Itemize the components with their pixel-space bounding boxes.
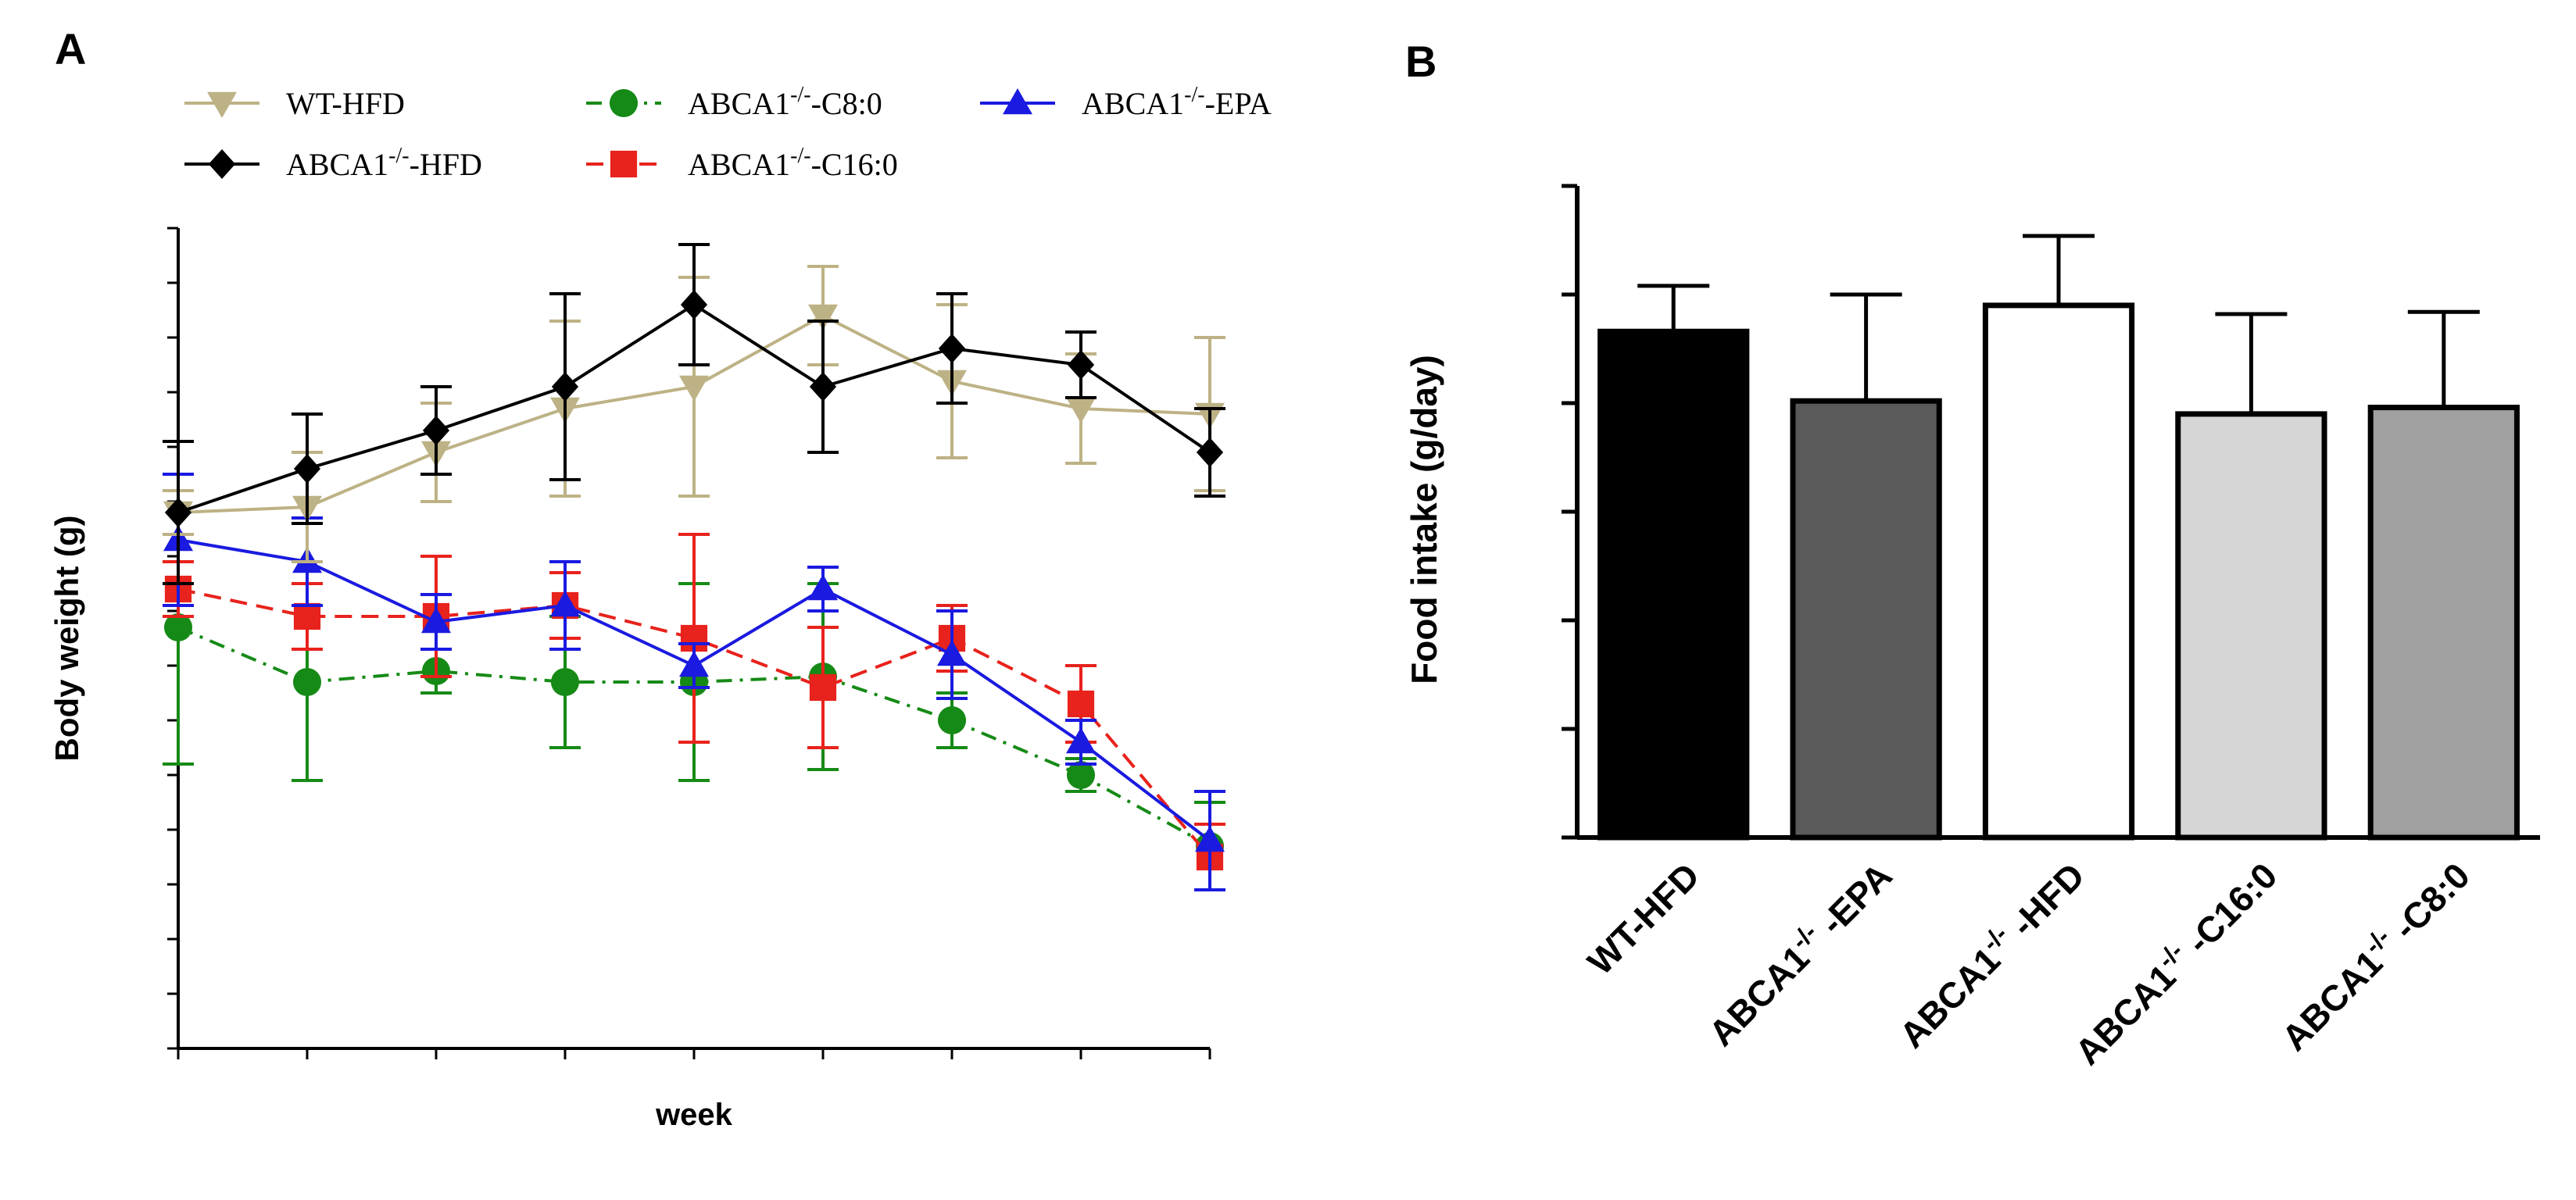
legend-item-abca1_epa: ABCA1-/--EPA [980, 83, 1272, 121]
line-chart-legend: WT-HFDABCA1-/--HFDABCA1-/--C8:0ABCA1-/--… [184, 83, 1272, 182]
legend-label-suffix: -C8:0 [811, 86, 882, 121]
legend-label-base: ABCA1 [1082, 86, 1184, 121]
data-point-abca1_hfd [680, 290, 708, 320]
legend-label-superscript: -/- [790, 83, 810, 107]
legend-swatch-marker [207, 91, 237, 118]
data-point-abca1_c80 [292, 667, 322, 697]
data-point-abca1_epa [808, 574, 838, 601]
panel-label-a: A [55, 24, 86, 73]
data-point-abca1_c160 [809, 673, 837, 702]
series-abca1_c160 [163, 533, 1225, 891]
bar-category-label: ABCA1-/- -C8:0 [2271, 852, 2478, 1059]
bar [1982, 302, 2135, 841]
legend-item-wt_hfd: WT-HFD [184, 86, 405, 121]
category-label-base: ABCA1 [1701, 938, 1817, 1054]
data-point-abca1_c160 [293, 602, 321, 630]
legend-label-suffix: -C16:0 [811, 147, 898, 182]
data-point-abca1_hfd [938, 334, 966, 363]
legend-label-superscript: -/- [790, 144, 810, 168]
legend-label-suffix: -HFD [410, 147, 482, 182]
data-point-abca1_hfd [1067, 350, 1095, 380]
series-abca1_hfd [163, 243, 1225, 585]
data-point-wt_hfd [808, 304, 838, 330]
data-point-abca1_hfd [164, 498, 192, 527]
category-label-base: WT-HFD [1580, 855, 1707, 982]
legend-label-base: ABCA1 [688, 147, 790, 182]
data-point-abca1_hfd [809, 372, 837, 402]
category-label-base: ABCA1 [2274, 942, 2390, 1059]
legend-swatch-marker [1003, 88, 1032, 115]
legend-swatch-marker [208, 149, 236, 179]
bar-category-label: ABCA1-/- -EPA [1698, 852, 1900, 1054]
data-point-abca1_epa [421, 607, 451, 634]
data-point-wt_hfd [679, 375, 709, 402]
data-point-abca1_c80 [1066, 760, 1096, 790]
data-point-abca1_c80 [163, 612, 193, 642]
legend-item-abca1_c160: ABCA1-/--C16:0 [586, 144, 898, 182]
data-point-abca1_epa [679, 651, 709, 677]
category-label-suffix: -HFD [1996, 855, 2092, 951]
bar [2367, 405, 2520, 841]
category-label-suffix: -C16:0 [2171, 855, 2284, 968]
legend-label-base: ABCA1 [688, 86, 790, 121]
legend-label: ABCA1-/--EPA [1082, 83, 1272, 121]
category-label-suffix: -C8:0 [2378, 855, 2478, 954]
bar-group [1982, 234, 2135, 841]
data-point-abca1_c160 [1067, 690, 1095, 718]
bar-group [2175, 312, 2327, 841]
legend-swatch-marker [610, 150, 638, 178]
bar-category-label: WT-HFD [1580, 855, 1707, 982]
data-point-abca1_epa [1195, 826, 1225, 852]
bar-group [2367, 309, 2520, 841]
line-chart-y-axis-title: Body weight (g) [48, 516, 85, 762]
legend-label-suffix: -EPA [1205, 86, 1272, 121]
legend-item-abca1_c80: ABCA1-/--C8:0 [586, 83, 882, 121]
bar-category-label: ABCA1-/- -HFD [1889, 852, 2092, 1055]
legend-label-superscript: -/- [388, 144, 409, 168]
category-label-base: ABCA1 [2067, 956, 2184, 1073]
line-chart-x-axis-title: week [655, 1098, 733, 1132]
bar-group [1597, 284, 1750, 841]
data-point-abca1_c80 [937, 705, 967, 735]
legend-label: WT-HFD [286, 86, 405, 121]
bar [1790, 398, 1942, 841]
category-label-suffix: -EPA [1805, 855, 1900, 949]
data-point-abca1_hfd [1196, 438, 1224, 467]
legend-label: ABCA1-/--C16:0 [688, 144, 898, 182]
bar-category-label: ABCA1-/- -C16:0 [2064, 852, 2284, 1073]
bar-group [1790, 292, 1942, 841]
category-label-base: ABCA1 [1891, 939, 2008, 1055]
data-point-abca1_c80 [550, 667, 580, 697]
legend-label-superscript: -/- [1184, 83, 1204, 107]
legend-label: ABCA1-/--C8:0 [688, 83, 882, 121]
data-point-abca1_hfd [422, 416, 450, 445]
line-chart-plot-area [163, 243, 1225, 891]
data-point-abca1_epa [550, 591, 580, 617]
legend-label: ABCA1-/--HFD [286, 144, 482, 182]
series-line-abca1_c160 [177, 588, 1211, 859]
legend-label-base: WT-HFD [286, 86, 405, 121]
legend-item-abca1_hfd: ABCA1-/--HFD [184, 144, 482, 182]
bar [1597, 328, 1750, 841]
legend-swatch-marker [609, 88, 639, 118]
bar [2175, 411, 2327, 841]
bar-chart-y-axis-title: Food intake (g/day) [1404, 355, 1444, 684]
data-point-abca1_epa [937, 640, 967, 666]
data-point-abca1_hfd [293, 454, 321, 484]
panel-label-b: B [1405, 37, 1436, 86]
data-point-abca1_hfd [551, 372, 579, 402]
legend-label-base: ABCA1 [286, 147, 388, 182]
data-point-wt_hfd [1066, 397, 1096, 423]
bar-chart-bars [1597, 234, 2520, 841]
data-point-abca1_epa [1066, 727, 1096, 754]
